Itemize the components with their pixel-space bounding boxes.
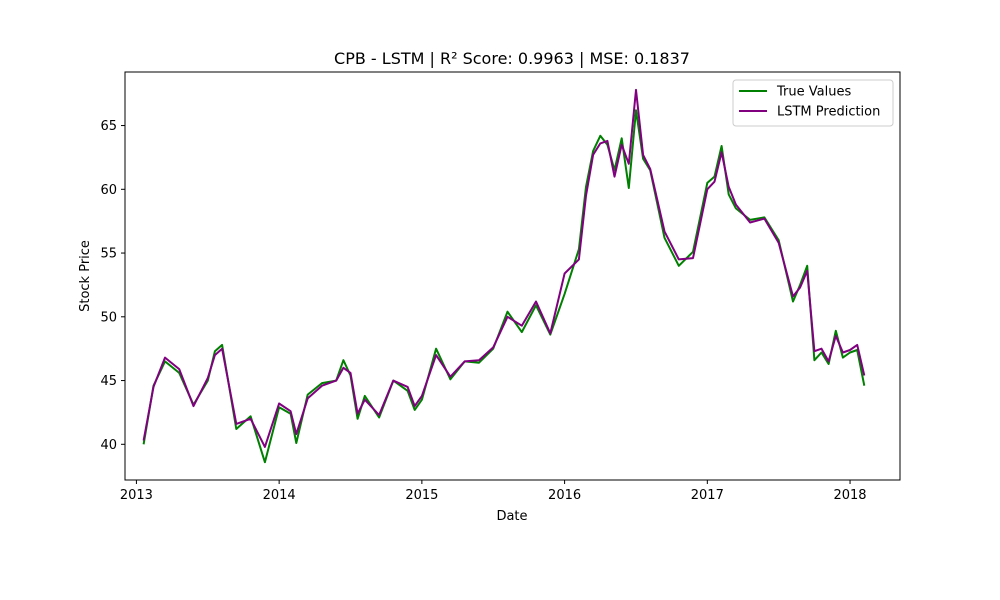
- y-tick-label: 65: [100, 119, 117, 134]
- series-line-lstm-prediction: [142, 88, 866, 448]
- legend-label-true-values: True Values: [776, 85, 851, 100]
- plot-area: [142, 88, 866, 464]
- plot-frame: [124, 71, 901, 481]
- x-tick-label: 2014: [263, 488, 296, 503]
- chart-title: CPB - LSTM | R² Score: 0.9963 | MSE: 0.1…: [334, 49, 690, 68]
- y-tick-label: 40: [100, 438, 117, 453]
- series-line-true-values: [142, 109, 866, 464]
- legend-box: [732, 79, 894, 127]
- legend: True Values LSTM Prediction: [732, 79, 894, 127]
- y-axis-label: Stock Price: [78, 240, 93, 312]
- x-axis: 2013 2014 2015 2016 2017 2018: [120, 480, 867, 503]
- x-tick-label: 2017: [691, 488, 724, 503]
- legend-label-lstm-prediction: LSTM Prediction: [777, 105, 880, 120]
- y-tick-label: 50: [100, 310, 117, 325]
- y-tick-label: 45: [100, 374, 117, 389]
- x-tick-label: 2016: [548, 488, 581, 503]
- y-tick-label: 60: [100, 183, 117, 198]
- y-axis: 40 45 50 55 60 65: [100, 119, 125, 453]
- y-tick-label: 55: [100, 247, 117, 262]
- x-tick-label: 2018: [833, 488, 866, 503]
- x-axis-label: Date: [496, 509, 527, 524]
- x-tick-label: 2013: [120, 488, 153, 503]
- x-tick-label: 2015: [405, 488, 438, 503]
